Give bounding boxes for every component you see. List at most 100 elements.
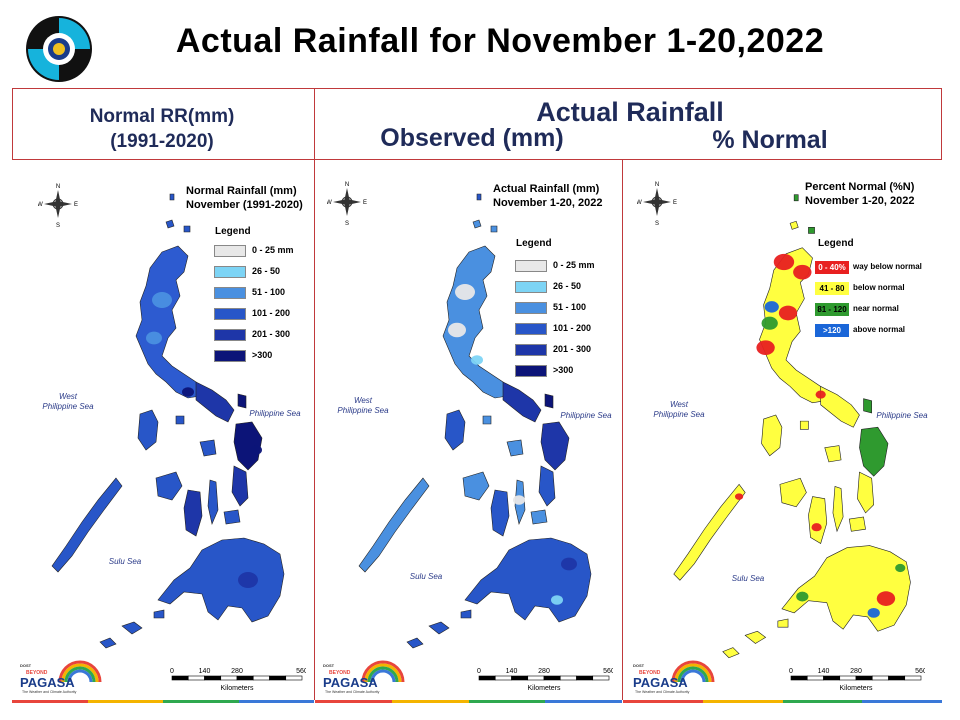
island-panay: [779, 477, 807, 508]
brand-beyond: BEYOND: [26, 670, 48, 676]
brand-arc: [58, 660, 102, 683]
scale-segment: [511, 675, 529, 681]
compass-e: E: [74, 202, 78, 208]
scale-tick-label: 560: [915, 668, 925, 675]
island-samar: [233, 421, 263, 471]
island-marinduque: [799, 420, 809, 430]
legend-label: above normal: [853, 325, 906, 334]
island-mindanao: [157, 537, 285, 623]
rainfall-region: [561, 557, 577, 571]
rainfall-region: [778, 305, 798, 321]
rainfall-region: [455, 284, 475, 300]
scale-segment: [204, 675, 222, 681]
normal-rr-header-line1: Normal RR(mm): [89, 106, 235, 127]
color-strip-segment: [702, 700, 783, 703]
brand-dost: DOST: [20, 663, 32, 668]
compass-rose-icon: N S E W: [327, 182, 367, 227]
color-strip-segment: [238, 700, 314, 703]
rainfall-region: [152, 292, 172, 308]
island-babuyan: [472, 219, 482, 229]
scale-segment: [904, 675, 922, 681]
sea-label-west: West Philippine Sea: [333, 396, 393, 416]
normal-rr-header: Normal RR(mm) (1991-2020): [14, 104, 310, 154]
rainfall-region: [761, 316, 778, 330]
island-babuyan2: [490, 225, 498, 233]
rainfall-region: [513, 495, 525, 505]
scale-bar: 0 140 280 560 Kilometers: [473, 665, 615, 700]
scale-segment: [171, 675, 189, 681]
map-title-line2: November 1-20, 2022: [805, 195, 915, 207]
scale-tick-label: 140: [506, 668, 518, 675]
rainfall-region: [773, 253, 795, 271]
sea-label-east: Philippine Sea: [249, 409, 301, 418]
percent-normal-header: % Normal: [712, 126, 828, 154]
legend-swatch: [515, 281, 547, 293]
scale-segment: [220, 675, 238, 681]
header-divider: [12, 159, 942, 160]
compass-s: S: [345, 221, 349, 227]
pagasa-brand: DOST BEYOND PAGASA The Weather and Climate …: [631, 660, 715, 700]
island-bicol: [502, 381, 542, 423]
compass-s: S: [56, 223, 60, 229]
brand-beyond: BEYOND: [329, 670, 351, 676]
column-divider-1: [314, 88, 315, 700]
legend-title: Legend: [215, 226, 251, 237]
color-strip-segment: [623, 700, 703, 703]
legend-label: 201 - 300: [252, 329, 291, 339]
brand-dost: DOST: [633, 663, 645, 668]
island-bohol: [223, 509, 241, 525]
legend-label: 101 - 200: [553, 323, 592, 333]
island-bicol: [820, 385, 860, 428]
island-sulu: [121, 621, 143, 635]
scale-tick-label: 280: [850, 668, 862, 675]
island-leyte: [231, 465, 249, 507]
scale-bar: 0 140 280 560 Kilometers: [785, 665, 927, 700]
sea-label-east: Philippine Sea: [876, 411, 928, 420]
island-babuyan2: [183, 225, 191, 233]
island-marinduque: [175, 415, 185, 425]
brand-arc: [677, 666, 709, 683]
legend-label: near normal: [853, 304, 899, 313]
map-islands: [358, 193, 592, 649]
brand-arc: [370, 669, 396, 683]
island-mindanao: [781, 545, 911, 632]
rainfall-region: [815, 390, 826, 399]
legend-swatch: [515, 323, 547, 335]
map-title: Percent Normal (%N) November 1-20, 2022: [805, 180, 914, 208]
island-basilan: [460, 609, 472, 619]
legend-swatch: [515, 260, 547, 272]
pagasa-brand: DOST BEYOND PAGASA The Weather and Climate …: [18, 660, 102, 700]
sea-label-west-1: West: [669, 400, 689, 409]
scale-segment: [839, 675, 857, 681]
scale-segment: [285, 675, 303, 681]
island-tawi: [406, 637, 424, 649]
rainfall-region: [764, 301, 779, 313]
map-title-line2: November 1-20, 2022: [493, 197, 603, 209]
scale-unit: Kilometers: [527, 685, 561, 692]
compass-e: E: [673, 200, 677, 206]
slide-title: Actual Rainfall for November 1-20,2022: [175, 22, 825, 60]
legend-swatch: [214, 266, 246, 278]
island-palawan: [51, 477, 123, 573]
island-tawi: [722, 647, 740, 659]
brand-arc: [680, 669, 706, 683]
legend-label: 201 - 300: [553, 344, 592, 354]
scale-segment: [187, 675, 205, 681]
scale-tick-label: 0: [789, 668, 793, 675]
rainfall-region: [876, 591, 896, 606]
column-divider-2: [622, 159, 623, 700]
scale-unit: Kilometers: [839, 685, 873, 692]
sea-label-west-1: West: [58, 392, 78, 401]
scale-segment: [494, 675, 512, 681]
island-bohol: [848, 516, 866, 532]
island-masbate: [506, 439, 524, 457]
brand-arc: [361, 660, 405, 683]
map-title-line1: Percent Normal (%N): [805, 181, 915, 193]
legend-label: >300: [553, 365, 574, 375]
map-islands: [673, 194, 911, 659]
rainfall-region: [756, 340, 775, 356]
brand-arc: [671, 660, 715, 683]
island-sulu: [428, 621, 450, 635]
